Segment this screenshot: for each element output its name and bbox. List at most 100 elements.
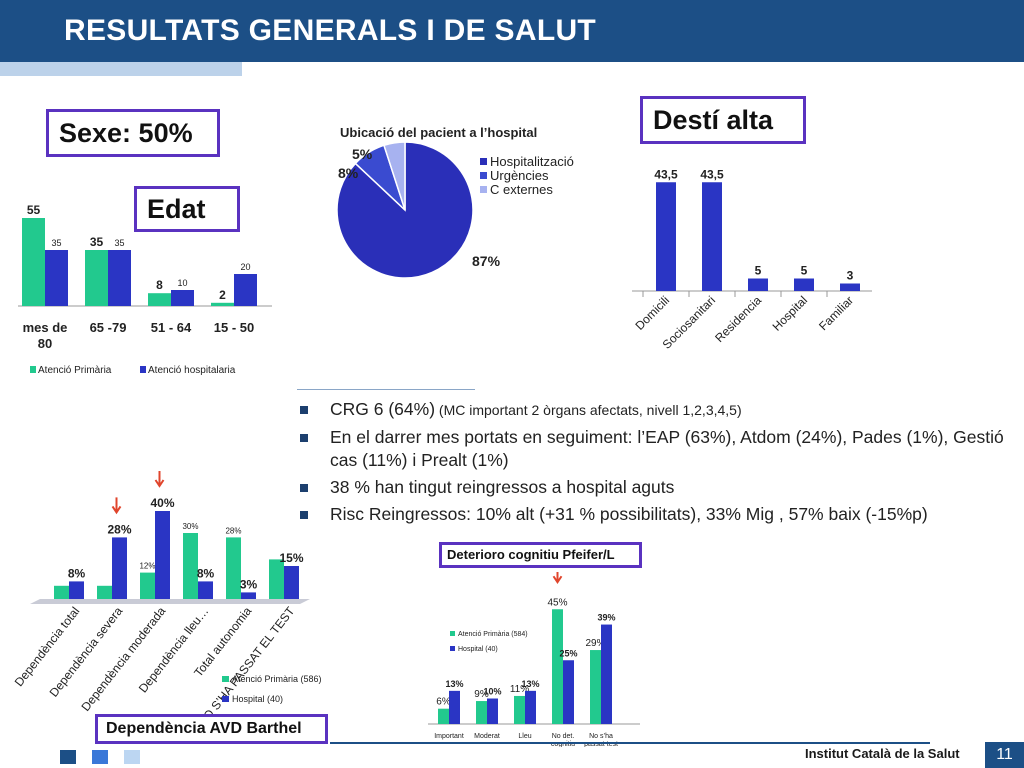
bar bbox=[198, 581, 213, 599]
sexe-label: Sexe: 50% bbox=[46, 109, 220, 157]
header-bar: RESULTATS GENERALS I DE SALUT bbox=[0, 0, 1024, 62]
desti-chart: 43,5Domicili43,5Sociosanitari5Residencia… bbox=[632, 167, 872, 352]
legend-label: Atenció Primària (586) bbox=[232, 674, 322, 684]
bar bbox=[171, 290, 194, 306]
bar bbox=[476, 701, 487, 724]
data-label: 12% bbox=[139, 562, 155, 571]
bar bbox=[148, 293, 171, 306]
bullet-item: En el darrer mes portats en seguiment: l… bbox=[300, 426, 1020, 472]
divider bbox=[297, 389, 475, 390]
data-label: 39% bbox=[597, 613, 615, 623]
category-label: 65 -79 bbox=[90, 320, 127, 335]
bar bbox=[234, 274, 257, 306]
bar bbox=[702, 182, 722, 291]
legend-label: Atenció Primària bbox=[38, 365, 112, 376]
bar bbox=[97, 585, 112, 599]
legend-label: Atenció Primària (584) bbox=[458, 631, 528, 638]
bar bbox=[449, 690, 460, 724]
edat-label: Edat bbox=[134, 186, 240, 232]
page-number: 11 bbox=[985, 742, 1024, 768]
pie-title: Ubicació del pacient a l’hospital bbox=[340, 125, 537, 140]
bar bbox=[211, 302, 234, 306]
pie-slice bbox=[383, 141, 406, 211]
data-label: 28% bbox=[225, 526, 241, 535]
bullet-small: (MC important 2 òrgans afectats, nivell … bbox=[435, 402, 742, 418]
bar bbox=[241, 592, 256, 599]
legend-label: Hospitalització bbox=[490, 154, 574, 169]
data-label: 5 bbox=[801, 264, 808, 278]
bar bbox=[525, 690, 536, 724]
pfeifer-label: Deterioro cognitiu Pfeifer/L bbox=[439, 542, 642, 568]
category-label: Residencia bbox=[712, 293, 764, 345]
bullet-item: 38 % han tingut reingressos a hospital a… bbox=[300, 476, 1020, 499]
data-label: 30% bbox=[182, 522, 198, 531]
legend-swatch bbox=[480, 172, 487, 179]
data-label: 35 bbox=[90, 235, 104, 249]
bullet-list: CRG 6 (64%) (MC important 2 òrgans afect… bbox=[300, 398, 1020, 530]
bullet-main: En el darrer mes portats en seguiment: l… bbox=[330, 427, 1004, 470]
bar bbox=[54, 585, 69, 599]
category-label: 80 bbox=[38, 336, 52, 351]
bar bbox=[112, 537, 127, 599]
data-label: 5 bbox=[755, 264, 762, 278]
data-label: 6% bbox=[436, 697, 451, 708]
data-label: 43,5 bbox=[700, 167, 724, 181]
bar bbox=[487, 698, 498, 724]
slice-label: 8% bbox=[338, 165, 359, 181]
legend-swatch bbox=[30, 366, 36, 373]
red-arrow-head bbox=[111, 505, 122, 515]
data-label: 15% bbox=[279, 551, 303, 565]
bar bbox=[552, 609, 563, 724]
slice-label: 5% bbox=[352, 146, 373, 162]
bullet-main: CRG 6 (64%) bbox=[330, 399, 436, 419]
bar bbox=[840, 283, 860, 291]
data-label: 13% bbox=[521, 679, 539, 689]
legend-swatch bbox=[480, 158, 487, 165]
red-arrow-head bbox=[154, 479, 165, 488]
legend-label: Atenció hospitalaria bbox=[148, 365, 236, 376]
bar bbox=[85, 250, 108, 306]
legend-swatch bbox=[222, 676, 229, 682]
bullet-item: CRG 6 (64%) (MC important 2 òrgans afect… bbox=[300, 398, 1020, 422]
data-label: 3 bbox=[847, 269, 854, 283]
data-label: 10% bbox=[483, 687, 501, 697]
category-label: No s’ha bbox=[589, 733, 613, 740]
bullet-item: Risc Reingressos: 10% alt (+31 % possibi… bbox=[300, 503, 1020, 526]
bullet-main: Risc Reingressos: 10% alt (+31 % possibi… bbox=[330, 504, 928, 524]
red-arrow-head bbox=[552, 575, 563, 585]
chart-floor bbox=[30, 599, 310, 604]
category-label: Lleu bbox=[518, 733, 531, 740]
legend-swatch bbox=[450, 631, 455, 636]
pfeifer-chart: 6%13%Important9%10%Moderat11%13%Lleu45%2… bbox=[428, 572, 640, 747]
category-label: Hospital bbox=[770, 293, 811, 334]
bar bbox=[748, 278, 768, 291]
bar bbox=[69, 581, 84, 599]
data-label: 28% bbox=[107, 522, 131, 536]
bar bbox=[22, 218, 45, 306]
footer-line bbox=[330, 742, 930, 744]
desti-alta-label: Destí alta bbox=[640, 96, 806, 144]
bar bbox=[155, 511, 170, 599]
bar bbox=[269, 559, 284, 599]
data-label: 11% bbox=[510, 684, 529, 695]
data-label: 20 bbox=[240, 262, 250, 272]
header-accent bbox=[0, 62, 242, 76]
data-label: 40% bbox=[150, 496, 174, 510]
bar bbox=[514, 695, 525, 724]
bar bbox=[284, 566, 299, 599]
data-label: 8 bbox=[156, 278, 163, 292]
category-label: Familiar bbox=[816, 293, 856, 333]
bullet-main: 38 % han tingut reingressos a hospital a… bbox=[330, 477, 675, 497]
data-label: 35 bbox=[114, 238, 124, 248]
legend-label: Urgències bbox=[490, 168, 549, 183]
data-label: 2 bbox=[219, 288, 226, 302]
slice-label: 87% bbox=[472, 253, 501, 269]
bar bbox=[226, 537, 241, 599]
data-label: 43,5 bbox=[654, 167, 678, 181]
data-label: 45% bbox=[547, 597, 567, 608]
page-title: RESULTATS GENERALS I DE SALUT bbox=[64, 14, 597, 47]
data-label: 9% bbox=[474, 689, 489, 700]
category-label: Moderat bbox=[474, 733, 500, 740]
bar bbox=[590, 650, 601, 724]
